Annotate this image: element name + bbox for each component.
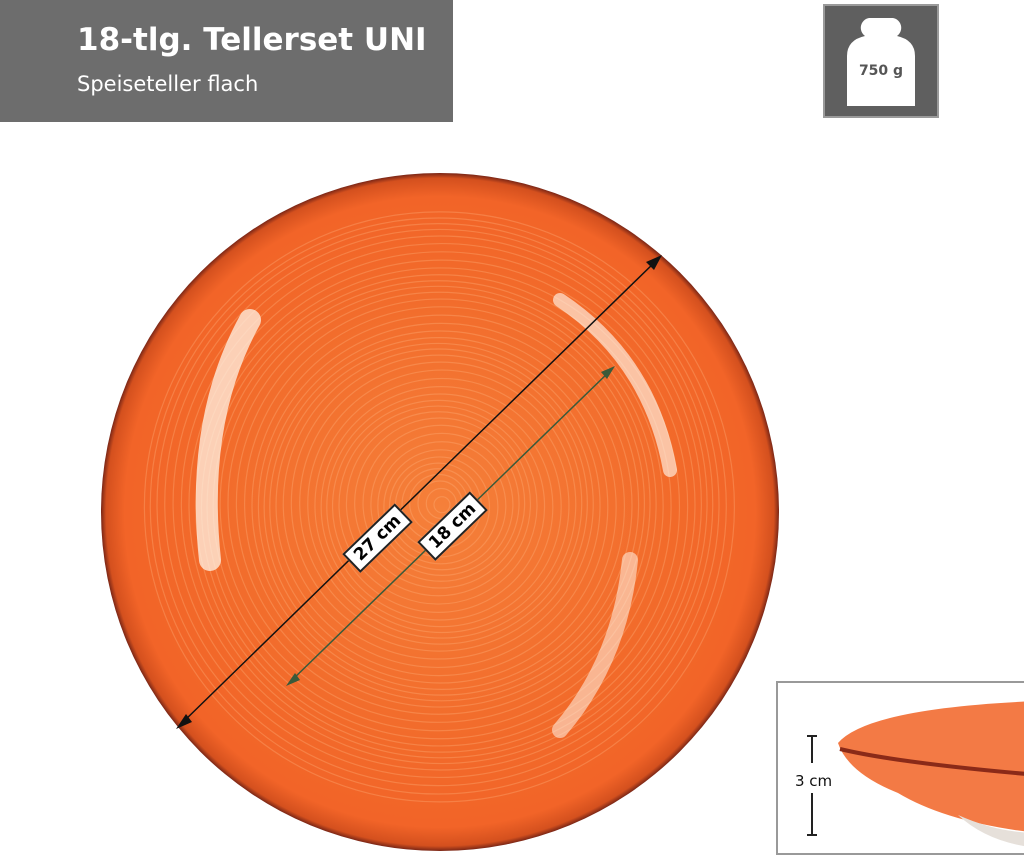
- glaze-ring: [275, 342, 601, 669]
- glaze-ring: [320, 386, 562, 628]
- glaze-ring: [377, 441, 507, 571]
- glaze-ring: [257, 322, 626, 691]
- glaze-ring: [251, 314, 633, 696]
- glaze-ring: [243, 306, 640, 702]
- glaze-ring: [307, 369, 577, 639]
- glaze-ring: [354, 417, 526, 589]
- outer-diameter-arrow: [176, 255, 662, 729]
- glaze-ring: [219, 285, 657, 723]
- side-view-plate: [807, 701, 1024, 847]
- glaze-ring: [156, 223, 720, 787]
- glaze-ring: [269, 336, 609, 677]
- glaze-ring: [299, 361, 583, 645]
- glaze-ring: [345, 411, 532, 597]
- glare-bottom: [552, 552, 638, 738]
- side-view-inset: 3 cm: [776, 681, 1024, 855]
- glaze-ring: [235, 298, 646, 708]
- glare-left: [195, 309, 261, 571]
- glaze-ring: [188, 251, 696, 759]
- glaze-ring: [195, 259, 689, 753]
- product-subtitle: Speiseteller flach: [77, 72, 259, 96]
- glaze-ring: [290, 354, 588, 652]
- glaze-ring: [383, 449, 499, 565]
- glaze-ring: [331, 399, 546, 613]
- glaze-ring: [433, 496, 451, 514]
- glaze-ring: [370, 432, 514, 576]
- glaze-ring: [149, 217, 727, 795]
- glaze-ring: [180, 242, 702, 765]
- height-label: 3 cm: [795, 772, 833, 790]
- glaze-ring: [314, 377, 570, 634]
- glaze-ring: [143, 211, 735, 803]
- glaze-ring: [282, 348, 594, 660]
- glaze-ring: [263, 330, 617, 684]
- glare-right: [553, 293, 677, 477]
- glaze-ring: [172, 235, 708, 771]
- weight-value: 750 g: [858, 63, 904, 79]
- product-title: 18-tlg. Tellerset UNI: [77, 22, 427, 58]
- glaze-ring: [362, 424, 520, 582]
- title-banner: 18-tlg. Tellerset UNI Speiseteller flach: [0, 0, 453, 122]
- weight-icon: [847, 18, 915, 106]
- glaze-ring: [326, 393, 554, 621]
- weight-badge: 750 g: [823, 4, 939, 118]
- glaze-ring: [164, 228, 714, 779]
- glaze-ring: [227, 291, 651, 715]
- glaze-ring: [338, 405, 538, 605]
